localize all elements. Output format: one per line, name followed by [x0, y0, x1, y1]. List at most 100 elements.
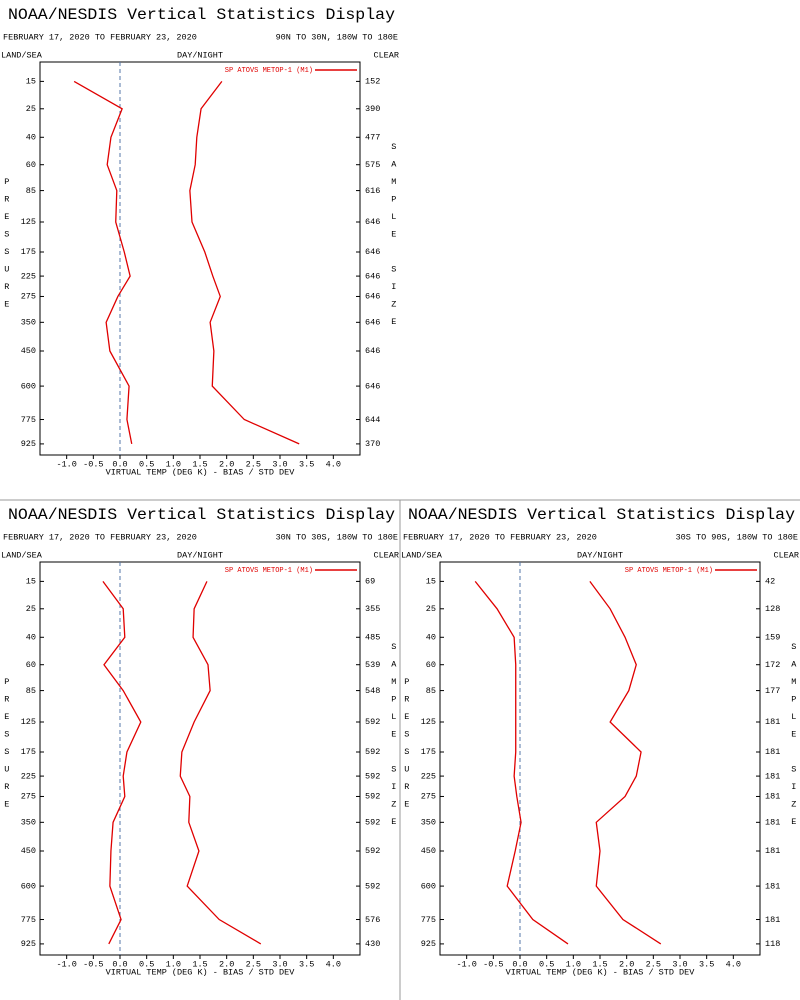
y-tick-label: 225	[21, 771, 36, 781]
plot-frame	[39, 61, 361, 456]
profile-line	[102, 581, 142, 945]
x-axis-label: VIRTUAL TEMP (DEG K) - BIAS / STD DEV	[106, 967, 296, 977]
y-tick-label: 600	[21, 381, 36, 391]
sample-size-label: 548	[365, 686, 380, 696]
x-tick-label: 3.5	[299, 959, 314, 969]
sample-size-label: 592	[365, 846, 380, 856]
sample-size-label: 592	[365, 792, 380, 802]
sample-size-label: 430	[365, 939, 380, 949]
x-tick-label: 3.5	[699, 959, 714, 969]
land-sea-label: LAND/SEA	[1, 550, 43, 560]
x-tick-label: 2.5	[646, 959, 661, 969]
y-tick-label: 225	[21, 271, 36, 281]
sample-size-label: 616	[365, 186, 380, 196]
x-tick-label: 1.5	[192, 959, 207, 969]
sample-size-label: 128	[765, 604, 780, 614]
y-tick-label: 15	[26, 577, 36, 587]
date-range: FEBRUARY 17, 2020 TO FEBRUARY 23, 2020	[3, 532, 197, 542]
chart-title: NOAA/NESDIS Vertical Statistics Display	[8, 506, 395, 524]
x-tick-label: 2.0	[619, 959, 634, 969]
sample-size-label: 646	[365, 346, 380, 356]
y-tick-label: 125	[21, 717, 36, 727]
y2-axis-label: SAMPLE SIZE	[389, 142, 399, 335]
x-tick-label: 1.0	[566, 959, 581, 969]
sample-size-label: 576	[365, 915, 380, 925]
x-tick-label: 4.0	[326, 459, 341, 469]
x-tick-label: -1.0	[456, 959, 476, 969]
sample-size-label: 172	[765, 660, 780, 670]
chart-title: NOAA/NESDIS Vertical Statistics Display	[408, 506, 795, 524]
x-tick-label: 4.0	[326, 959, 341, 969]
x-tick-label: 3.0	[672, 959, 687, 969]
x-tick-label: 2.0	[219, 459, 234, 469]
sample-size-label: 42	[765, 577, 775, 587]
plot-frame	[39, 561, 361, 956]
y-tick-label: 275	[21, 292, 36, 302]
x-tick-label: 2.5	[246, 459, 261, 469]
sample-size-label: 159	[765, 633, 780, 643]
x-tick-label: 3.5	[299, 459, 314, 469]
legend-label: SP ATOVS METOP-1 (M1)	[625, 567, 713, 575]
y-tick-label: 175	[421, 747, 436, 757]
sample-size-label: 177	[765, 686, 780, 696]
sample-size-label: 646	[365, 217, 380, 227]
panel: NOAA/NESDIS Vertical Statistics Display F…	[401, 506, 799, 977]
y-tick-label: 275	[21, 792, 36, 802]
x-tick-label: 1.0	[166, 459, 181, 469]
date-range: FEBRUARY 17, 2020 TO FEBRUARY 23, 2020	[403, 532, 597, 542]
x-tick-label: 0.0	[112, 459, 127, 469]
profile-line	[179, 581, 262, 945]
x-tick-label: 0.0	[512, 959, 527, 969]
sample-size-label: 646	[365, 292, 380, 302]
y-tick-label: 85	[26, 686, 36, 696]
legend-label: SP ATOVS METOP-1 (M1)	[225, 567, 313, 575]
y-tick-label: 15	[26, 77, 36, 87]
region: 90N TO 30N, 180W TO 180E	[276, 32, 398, 42]
y-axis-label: PRESSURE	[2, 177, 12, 317]
chart-title: NOAA/NESDIS Vertical Statistics Display	[8, 6, 395, 24]
x-axis-label: VIRTUAL TEMP (DEG K) - BIAS / STD DEV	[506, 967, 696, 977]
x-tick-label: 1.0	[166, 959, 181, 969]
y2-axis-label: SAMPLE SIZE	[389, 642, 399, 835]
y-tick-label: 25	[26, 604, 36, 614]
profile-line	[73, 80, 133, 445]
x-tick-label: -0.5	[483, 959, 503, 969]
sample-size-label: 181	[765, 818, 780, 828]
y-tick-label: 775	[21, 415, 36, 425]
y-tick-label: 350	[21, 318, 36, 328]
day-night-label: DAY/NIGHT	[177, 50, 223, 60]
y-tick-label: 40	[26, 133, 36, 143]
y-tick-label: 60	[26, 160, 36, 170]
legend-label: SP ATOVS METOP-1 (M1)	[225, 67, 313, 75]
y-tick-label: 125	[21, 217, 36, 227]
panel: NOAA/NESDIS Vertical Statistics Display F…	[1, 506, 399, 977]
y-tick-label: 275	[421, 792, 436, 802]
y-axis-label: PRESSURE	[402, 677, 412, 817]
sample-size-label: 370	[365, 439, 380, 449]
y-tick-label: 85	[26, 186, 36, 196]
sample-size-label: 646	[365, 271, 380, 281]
y-tick-label: 775	[21, 915, 36, 925]
sample-size-label: 181	[765, 846, 780, 856]
y-tick-label: 925	[421, 939, 436, 949]
profile-line	[189, 80, 300, 445]
y-tick-label: 450	[21, 846, 36, 856]
y-tick-label: 925	[21, 439, 36, 449]
sample-size-label: 152	[365, 77, 380, 87]
y-tick-label: 15	[426, 577, 436, 587]
sample-size-label: 355	[365, 604, 380, 614]
day-night-label: DAY/NIGHT	[177, 550, 223, 560]
x-tick-label: 4.0	[726, 959, 741, 969]
date-range: FEBRUARY 17, 2020 TO FEBRUARY 23, 2020	[3, 32, 197, 42]
x-tick-label: 0.5	[139, 459, 154, 469]
clear-label: CLEAR	[373, 550, 399, 560]
x-tick-label: 3.0	[272, 459, 287, 469]
y-tick-label: 175	[21, 747, 36, 757]
sample-size-label: 646	[365, 318, 380, 328]
y-tick-label: 925	[21, 939, 36, 949]
x-tick-label: 2.5	[246, 959, 261, 969]
y-tick-label: 450	[21, 346, 36, 356]
sample-size-label: 592	[365, 881, 380, 891]
sample-size-label: 181	[765, 915, 780, 925]
